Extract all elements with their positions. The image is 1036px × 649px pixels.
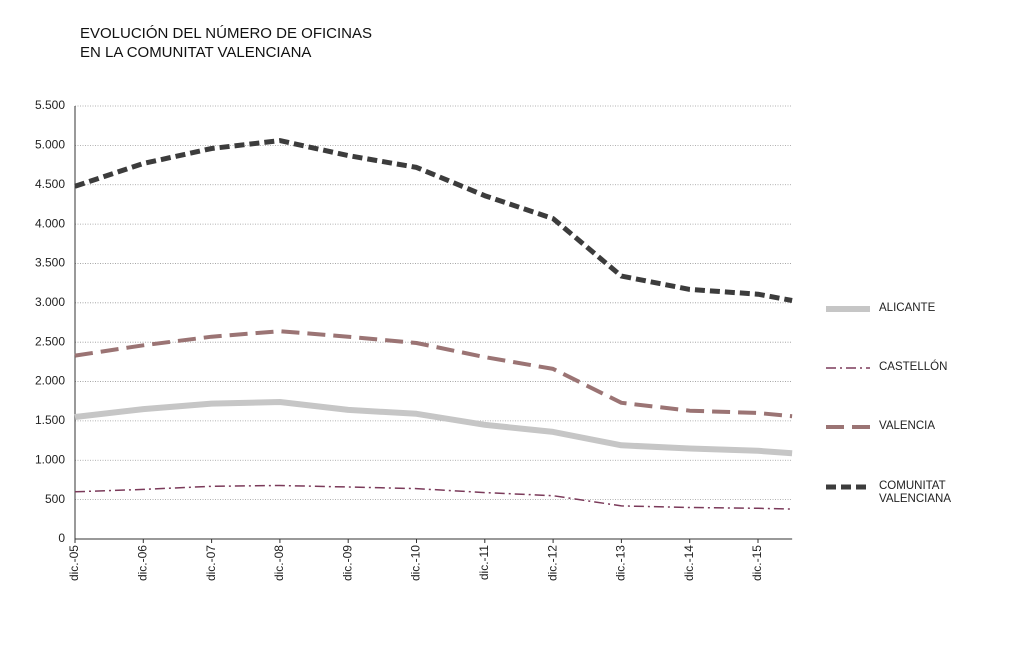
series-line	[74, 399, 793, 457]
x-tick-label: dic.-06	[135, 545, 149, 581]
y-tick-label: 2.000	[35, 374, 65, 388]
legend-label: COMUNITAT VALENCIANA	[879, 480, 952, 505]
y-tick-label: 4.500	[35, 177, 65, 191]
x-tick-label: dic.-12	[545, 545, 559, 581]
y-tick-label: 1.000	[35, 452, 65, 466]
y-tick-label: 500	[45, 492, 65, 506]
y-tick-label: 3.500	[35, 256, 65, 270]
y-tick-label: 3.000	[35, 295, 65, 309]
y-tick-label: 4.000	[35, 216, 65, 230]
y-tick-label: 0	[58, 531, 65, 545]
x-tick-label: dic.-13	[614, 545, 628, 581]
x-tick-label: dic.-10	[409, 545, 423, 581]
series-line	[74, 138, 793, 303]
x-tick-label: dic.-09	[340, 545, 354, 581]
series-line	[74, 329, 793, 419]
chart-title: EN LA COMUNITAT VALENCIANA	[80, 44, 311, 61]
x-tick-label: dic.-08	[272, 545, 286, 581]
x-tick-label: dic.-07	[204, 545, 218, 581]
chart-title: EVOLUCIÓN DEL NÚMERO DE OFICINAS	[80, 25, 372, 42]
x-tick-label: dic.-11	[477, 545, 491, 580]
series-line	[74, 484, 793, 510]
y-tick-label: 5.500	[35, 98, 65, 112]
y-tick-label: 5.000	[35, 138, 65, 152]
x-tick-label: dic.-15	[750, 545, 764, 581]
legend-label: ALICANTE	[879, 302, 936, 314]
y-tick-label: 2.500	[35, 334, 65, 348]
x-tick-label: dic.-05	[67, 545, 81, 581]
legend-label: VALENCIA	[879, 420, 936, 432]
y-tick-label: 1.500	[35, 413, 65, 427]
x-tick-label: dic.-14	[682, 545, 696, 581]
legend-label: CASTELLÓN	[879, 361, 948, 373]
